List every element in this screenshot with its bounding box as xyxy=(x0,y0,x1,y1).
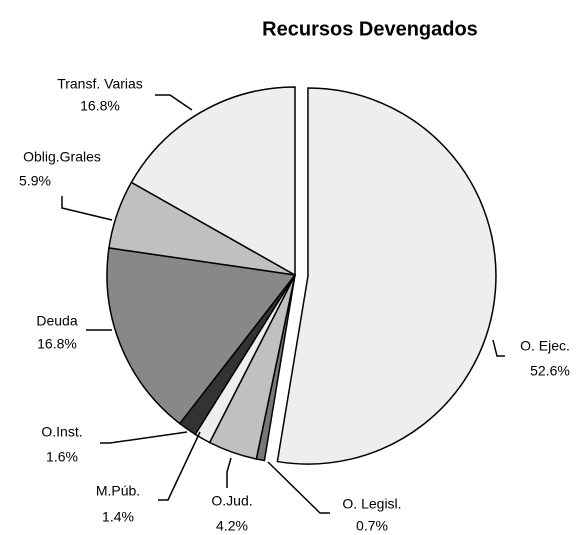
slice-value-label: 1.4% xyxy=(102,509,134,525)
slice-value-label: 52.6% xyxy=(530,363,570,379)
pie-slice xyxy=(106,247,297,425)
chart-title: Recursos Devengados xyxy=(262,18,478,40)
slice-value-label: 16.8% xyxy=(37,336,77,352)
leader-line xyxy=(158,431,201,501)
slice-label: Deuda xyxy=(36,313,77,329)
slice-value-label: 4.2% xyxy=(216,518,248,534)
leader-line xyxy=(100,431,188,444)
slice-label: O. Ejec. xyxy=(520,338,570,354)
slice-value-label: 5.9% xyxy=(19,173,51,189)
pie-slice xyxy=(276,87,497,465)
pie-slice xyxy=(130,86,296,277)
slice-label: Transf. Varias xyxy=(57,76,143,92)
slice-value-label: 16.8% xyxy=(80,98,120,114)
leader-line xyxy=(267,461,330,514)
slice-label: Oblig.Grales xyxy=(23,149,101,165)
leader-line xyxy=(61,196,113,221)
slice-label: O.Jud. xyxy=(211,493,252,509)
leader-line xyxy=(226,457,232,488)
slice-value-label: 0.7% xyxy=(356,518,388,534)
slice-label: M.Púb. xyxy=(96,483,140,499)
slice-label: O.Inst. xyxy=(41,424,82,440)
leader-line xyxy=(492,339,505,357)
slice-label: O. Legisl. xyxy=(342,496,401,512)
slice-value-label: 1.6% xyxy=(46,449,78,465)
leader-line xyxy=(155,94,193,111)
